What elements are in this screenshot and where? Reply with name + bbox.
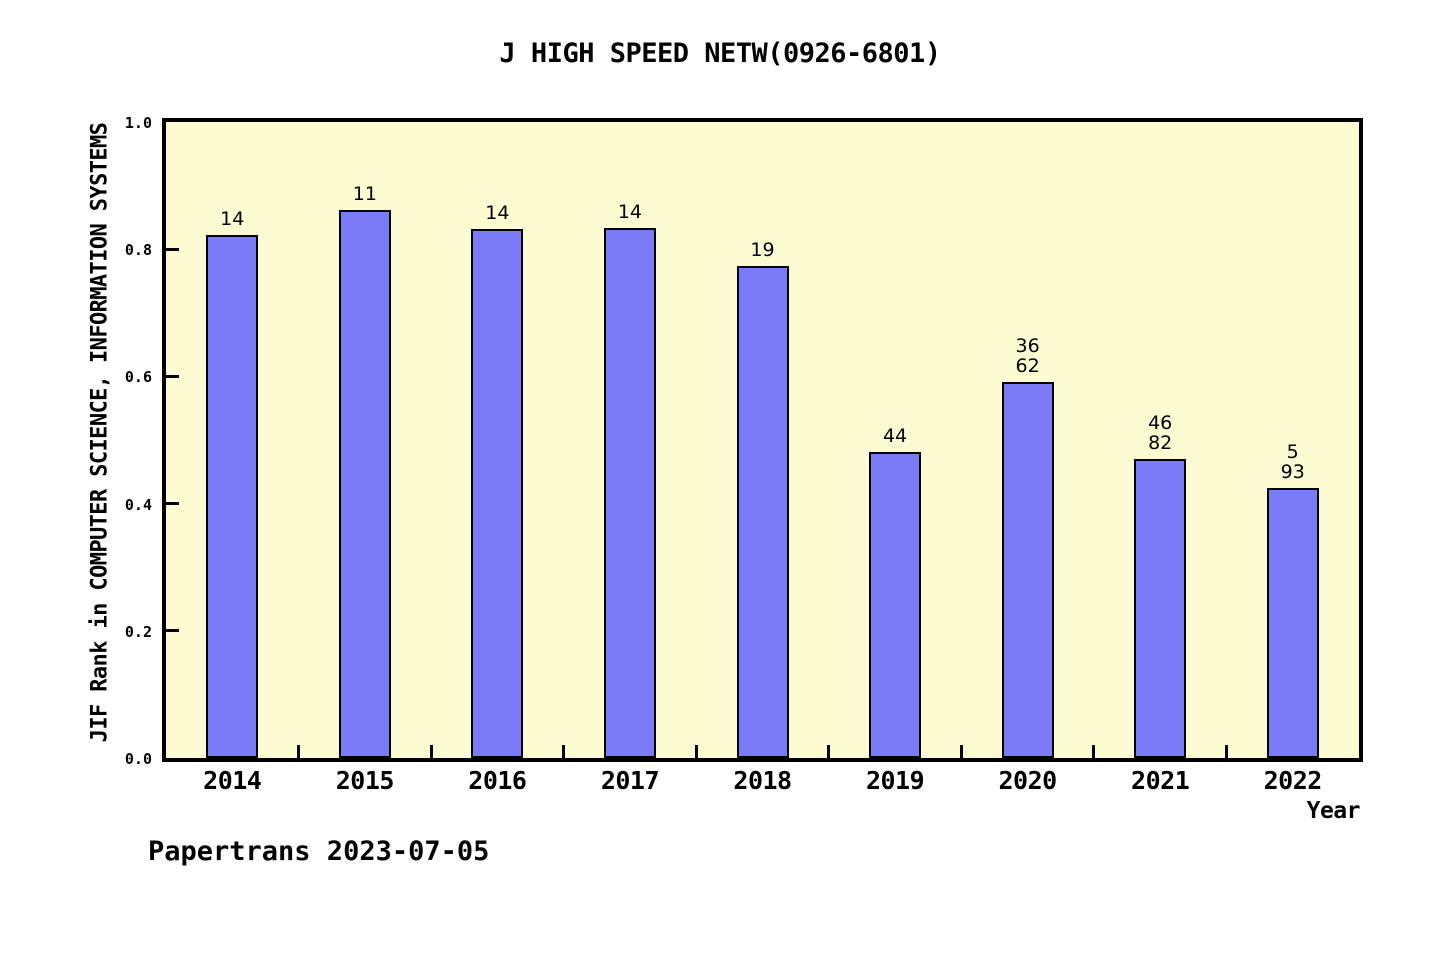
bar-value-label: 36 62	[1015, 335, 1040, 378]
bar[interactable]	[603, 227, 656, 758]
plot-inner: 14 11 14 14 19 44 36 62 46 82 5 93	[166, 122, 1359, 758]
bar[interactable]	[736, 266, 789, 758]
x-axis-tick-label: 2015	[335, 766, 395, 795]
x-axis-tick-label: 2014	[203, 766, 262, 795]
y-axis-tick-mark	[166, 502, 179, 506]
x-axis-tick-label: 2020	[998, 766, 1058, 795]
bar-value-label: 11	[352, 182, 377, 205]
bar-value-label: 14	[485, 201, 510, 224]
y-axis-tick-label: 0.6	[124, 368, 152, 387]
x-axis-tick-mark	[1224, 745, 1228, 758]
plot-area: 14 11 14 14 19 44 36 62 46 82 5 93	[162, 118, 1363, 762]
bar[interactable]	[1134, 459, 1187, 758]
bar[interactable]	[338, 209, 391, 758]
bar-value-label: 19	[750, 239, 775, 262]
y-axis-tick-labels: 0.0 0.2 0.4 0.6 0.8 1.0	[96, 114, 152, 768]
bar-value-label: 14	[617, 200, 643, 223]
y-axis-tick-label: 0.2	[124, 622, 152, 641]
y-axis-tick-label: 0.4	[124, 495, 152, 514]
bar-value-label: 46 82	[1148, 412, 1173, 455]
x-axis-tick-label: 2017	[600, 766, 660, 795]
bar[interactable]	[869, 452, 922, 758]
y-axis-tick-mark	[166, 629, 179, 633]
y-axis-tick-label: 0.0	[124, 750, 152, 768]
x-axis-tick-label: 2021	[1131, 766, 1190, 795]
x-axis-tick-label: 2019	[865, 766, 925, 795]
bar[interactable]	[471, 228, 524, 758]
x-axis-title: Year	[1306, 798, 1361, 824]
bar-value-label: 44	[882, 425, 908, 448]
x-axis-tick-mark	[959, 745, 963, 758]
bar[interactable]	[206, 234, 259, 758]
x-axis-tick-label: 2016	[468, 766, 527, 795]
bar-value-label: 5 93	[1280, 441, 1305, 484]
x-axis-tick-label: 2022	[1263, 766, 1323, 795]
x-axis-tick-mark	[562, 745, 566, 758]
x-axis-tick-mark	[827, 745, 831, 758]
x-axis-tick-mark	[429, 745, 433, 758]
y-axis-tick-mark	[166, 374, 179, 378]
x-axis-tick-mark	[1092, 745, 1096, 758]
footer-note: Papertrans 2023-07-05	[148, 836, 490, 867]
bar[interactable]	[1001, 382, 1054, 758]
y-axis-tick-mark	[166, 247, 179, 251]
bar[interactable]	[1266, 488, 1319, 758]
chart-title: J HIGH SPEED NETW(0926-6801)	[499, 38, 941, 69]
y-axis-tick-label: 1.0	[124, 114, 152, 132]
x-axis-tick-mark	[694, 745, 698, 758]
x-axis-tick-label: 2018	[733, 766, 792, 795]
bar-value-label: 14	[220, 207, 245, 230]
y-axis-tick-label: 0.8	[124, 241, 152, 260]
x-axis-tick-mark	[297, 745, 301, 758]
